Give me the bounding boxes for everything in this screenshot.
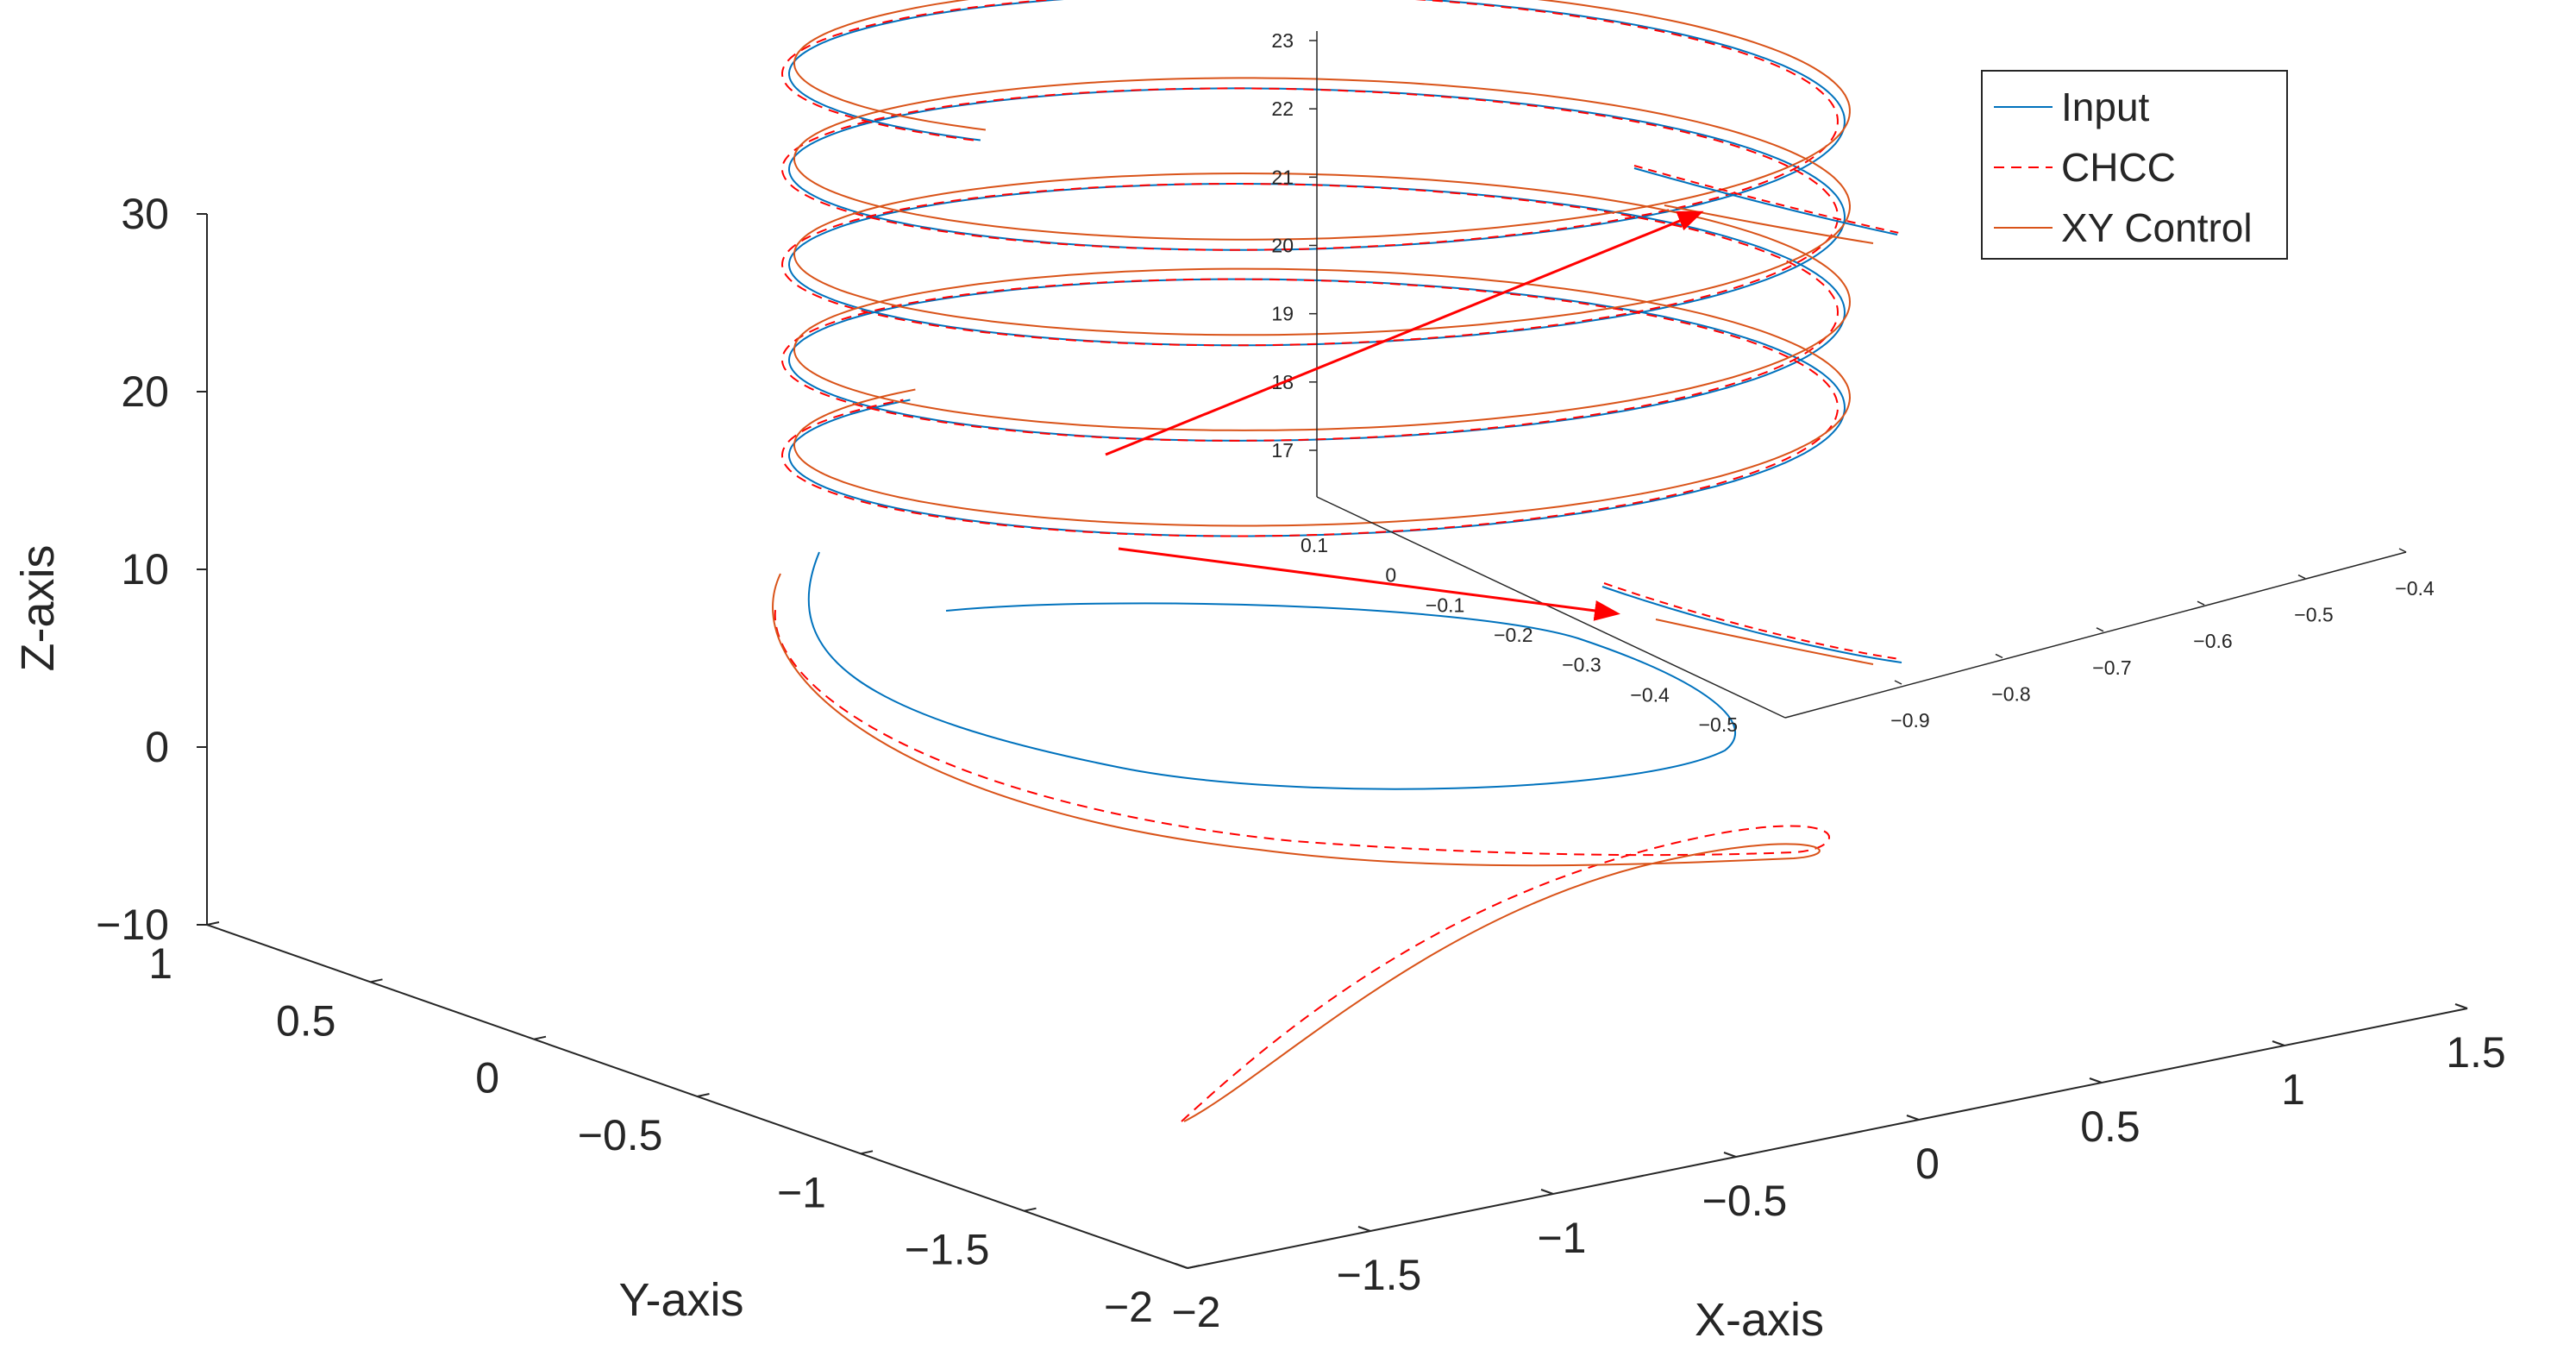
- inset-z-tick-label: 22: [1271, 97, 1294, 120]
- legend-label-chcc: CHCC: [2061, 145, 2176, 190]
- x-tick-mark: [1357, 1226, 1371, 1232]
- x-tick-label: 0: [1915, 1140, 1940, 1188]
- inset-x-axis-line: [1784, 551, 2407, 719]
- y-tick-label: 0: [475, 1054, 499, 1102]
- legend: Input CHCC XY Control: [1981, 70, 2288, 260]
- inset-z-tick-label: 23: [1271, 29, 1294, 52]
- inset-x-tick-mark: [1995, 653, 2003, 659]
- inset-x-tick-label: −0.8: [1991, 682, 2030, 705]
- inset-x-tick-mark: [2197, 600, 2205, 606]
- x-tick-mark: [1723, 1152, 1737, 1158]
- x-tick-label: −2: [1171, 1288, 1220, 1336]
- inset-y-tick-label: 0.1: [1301, 534, 1328, 556]
- inset-z-tick-label: 21: [1271, 166, 1294, 188]
- z-axis-title: Z-axis: [12, 545, 64, 672]
- inset-lower-input: [1601, 586, 1902, 663]
- y-tick-label: −1.5: [905, 1226, 990, 1274]
- series-tail-chcc: [774, 603, 1830, 1122]
- x-tick-label: −1: [1537, 1214, 1586, 1262]
- inset-z-tick-label: 17: [1271, 439, 1294, 462]
- x-tick-label: 0.5: [2080, 1102, 2140, 1151]
- inset-y-tick-label: −0.2: [1494, 624, 1532, 646]
- inset-y-tick-label: −0.1: [1426, 594, 1464, 616]
- inset-y-tick-label: −0.4: [1630, 683, 1670, 706]
- inset-curves: [1601, 165, 1902, 665]
- series-line-xy-control: [793, 0, 1852, 527]
- inset-y-tick-label: −0.3: [1562, 654, 1601, 676]
- y-tick-mark: [1187, 1265, 1200, 1269]
- x-tick-mark: [2272, 1040, 2285, 1046]
- y-tick-mark: [1024, 1207, 1037, 1212]
- x-tick-label: 1.5: [2446, 1028, 2506, 1077]
- inset-x-tick-label: −0.6: [2193, 630, 2232, 652]
- z-tick-label: 0: [145, 723, 169, 771]
- inset-x-tick-mark: [1894, 680, 1902, 685]
- inset-y-tick-label: −0.5: [1699, 713, 1738, 736]
- x-tick-mark: [2454, 1003, 2468, 1009]
- x-axis-line: [1187, 1008, 2468, 1269]
- inset-y-axis-line: [1316, 496, 1786, 719]
- y-tick-label: −1: [777, 1168, 826, 1216]
- inset-upper-input: [1633, 167, 1898, 236]
- inset-z-tick-label: 20: [1271, 235, 1294, 257]
- legend-label-xy-control: XY Control: [2061, 205, 2253, 250]
- inset-x-tick-mark: [2096, 627, 2104, 632]
- zoom-arrow-lower: [1118, 547, 1620, 621]
- inset-z-tick-label: 19: [1271, 303, 1294, 325]
- x-tick-mark: [2089, 1077, 2103, 1083]
- series-line-chcc: [780, 0, 1840, 537]
- y-tick-label: −2: [1104, 1283, 1153, 1331]
- z-tick-label: 10: [121, 545, 169, 594]
- inset-lower-chcc: [1603, 582, 1901, 660]
- series-tail-xy-control: [772, 573, 1821, 1122]
- x-axis-title: X-axis: [1695, 1294, 1824, 1346]
- y-tick-mark: [533, 1035, 547, 1040]
- inset-lower-xy-control: [1655, 619, 1874, 665]
- inset-x-tick-label: −0.9: [1890, 709, 1929, 732]
- curves: [772, 0, 1852, 1122]
- z-tick-label: 20: [121, 367, 169, 416]
- y-tick-label: −0.5: [578, 1111, 663, 1159]
- x-tick-label: −1.5: [1337, 1251, 1422, 1299]
- inset-x-tick-mark: [2297, 574, 2306, 580]
- x-tick-mark: [1906, 1115, 1920, 1121]
- y-axis-title: Y-axis: [618, 1274, 743, 1326]
- y-tick-mark: [697, 1093, 710, 1097]
- y-tick-mark: [370, 978, 383, 983]
- y-tick-label: 1: [148, 939, 172, 988]
- inset-x-tick-label: −0.4: [2395, 577, 2435, 600]
- inset-upper-chcc: [1633, 165, 1900, 234]
- z-tick-label: 30: [121, 190, 169, 238]
- x-tick-mark: [1540, 1189, 1554, 1195]
- inset-y-tick-label: 0: [1385, 564, 1396, 587]
- y-tick-mark: [206, 921, 220, 926]
- x-tick-mark: [1175, 1263, 1188, 1269]
- y-tick-label: 0.5: [276, 996, 336, 1045]
- inset-x-tick-label: −0.5: [2294, 604, 2333, 626]
- inset-x-tick-label: −0.7: [2092, 656, 2131, 679]
- zoom-arrow-upper: [1105, 210, 1704, 456]
- x-tick-label: −0.5: [1702, 1177, 1788, 1225]
- legend-label-input: Input: [2061, 85, 2150, 129]
- z-tick-label: −10: [96, 901, 169, 949]
- x-tick-label: 1: [2281, 1065, 2305, 1114]
- y-tick-mark: [860, 1150, 874, 1155]
- series-tail-input: [807, 551, 1736, 790]
- inset-x-tick-mark: [2398, 548, 2407, 553]
